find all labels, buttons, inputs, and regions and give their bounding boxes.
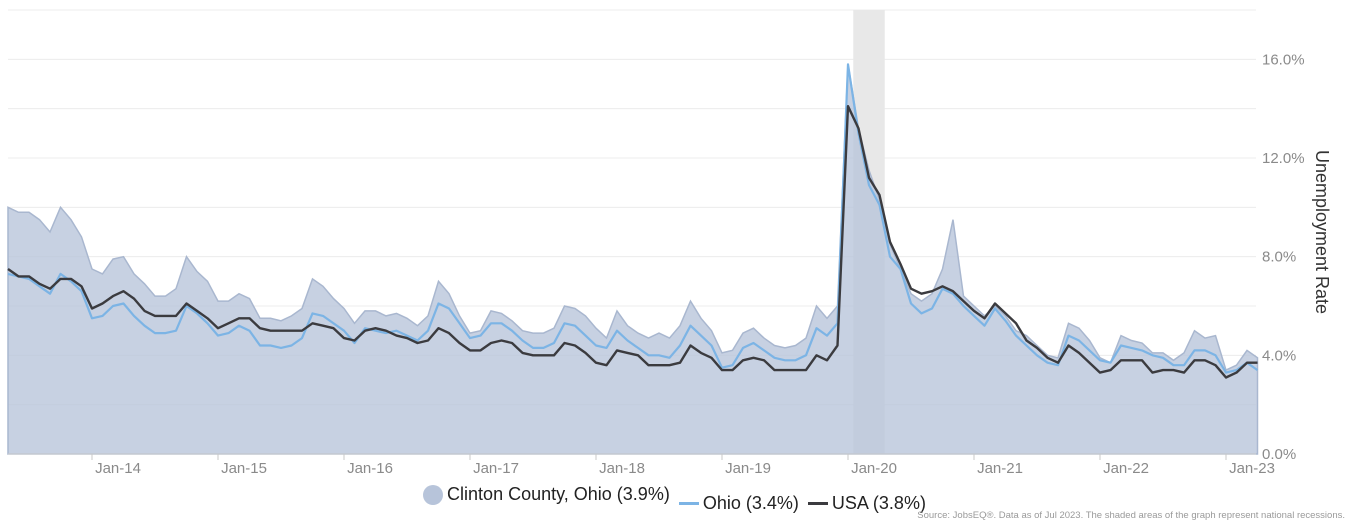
x-tick-label: Jan-17 [473, 460, 519, 477]
series-layer [7, 63, 1259, 455]
legend-label-usa: USA (3.8%) [831, 492, 926, 513]
x-tick-label: Jan-20 [851, 460, 897, 477]
series-line-usa [7, 105, 1258, 379]
x-tick-label: Jan-14 [95, 460, 141, 477]
x-tick-label: Jan-16 [347, 460, 393, 477]
legend-label-clinton: Clinton County, Ohio (3.9%) [447, 484, 670, 504]
legend-label-ohio: Ohio (3.4%) [702, 492, 799, 513]
x-tick-label: Jan-19 [725, 460, 771, 477]
y-axis: 0.0% 4.0% 8.0% 12.0% 16.0% [1262, 51, 1305, 463]
y-tick-label: 12.0% [1262, 150, 1305, 167]
legend-swatch-clinton [423, 484, 444, 505]
source-note: Source: JobsEQ®. Data as of Jul 2023. Th… [917, 510, 1345, 521]
y-tick-label: 4.0% [1262, 347, 1296, 364]
legend-item-ohio[interactable]: Ohio (3.4%) [678, 492, 799, 514]
series-area-clinton [7, 64, 1259, 455]
x-tick-label: Jan-22 [1103, 460, 1149, 477]
x-axis: Jan-14 Jan-15 Jan-16 Jan-17 Jan-18 Jan-19 Jan-… [8, 453, 1275, 477]
legend-item-clinton[interactable]: Clinton County, Ohio (3.9%) [423, 484, 670, 505]
y-tick-label: 16.0% [1262, 51, 1305, 68]
x-tick-label: Jan-15 [221, 460, 267, 477]
series-line-ohio [7, 63, 1259, 374]
legend-swatch-usa [807, 501, 828, 505]
legend-swatch-ohio [678, 501, 699, 505]
y-axis-title: Unemployment Rate [1312, 150, 1332, 314]
x-tick-label: Jan-23 [1229, 460, 1275, 477]
x-tick-label: Jan-18 [599, 460, 645, 477]
y-tick-label: 0.0% [1262, 446, 1296, 463]
x-tick-label: Jan-21 [977, 460, 1023, 477]
legend: Clinton County, Ohio (3.9%) Ohio (3.4%) … [0, 484, 1349, 514]
y-tick-label: 8.0% [1262, 249, 1296, 266]
legend-item-usa[interactable]: USA (3.8%) [807, 492, 926, 514]
